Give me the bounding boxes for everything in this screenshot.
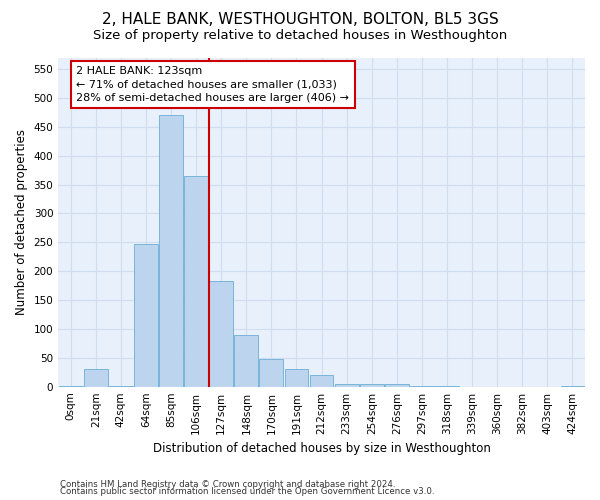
Bar [134,244,158,386]
Bar [385,384,409,386]
Text: Size of property relative to detached houses in Westhoughton: Size of property relative to detached ho… [93,29,507,42]
Bar [159,116,183,386]
Text: 2 HALE BANK: 123sqm
← 71% of detached houses are smaller (1,033)
28% of semi-det: 2 HALE BANK: 123sqm ← 71% of detached ho… [76,66,349,102]
Y-axis label: Number of detached properties: Number of detached properties [15,129,28,315]
Bar [310,375,334,386]
Bar [184,176,208,386]
Text: 2, HALE BANK, WESTHOUGHTON, BOLTON, BL5 3GS: 2, HALE BANK, WESTHOUGHTON, BOLTON, BL5 … [101,12,499,28]
Bar [235,334,258,386]
Bar [259,359,283,386]
X-axis label: Distribution of detached houses by size in Westhoughton: Distribution of detached houses by size … [152,442,491,455]
Bar [360,384,383,386]
Bar [84,370,108,386]
Bar [209,281,233,386]
Text: Contains HM Land Registry data © Crown copyright and database right 2024.: Contains HM Land Registry data © Crown c… [60,480,395,489]
Bar [335,384,359,386]
Bar [284,370,308,386]
Text: Contains public sector information licensed under the Open Government Licence v3: Contains public sector information licen… [60,488,434,496]
